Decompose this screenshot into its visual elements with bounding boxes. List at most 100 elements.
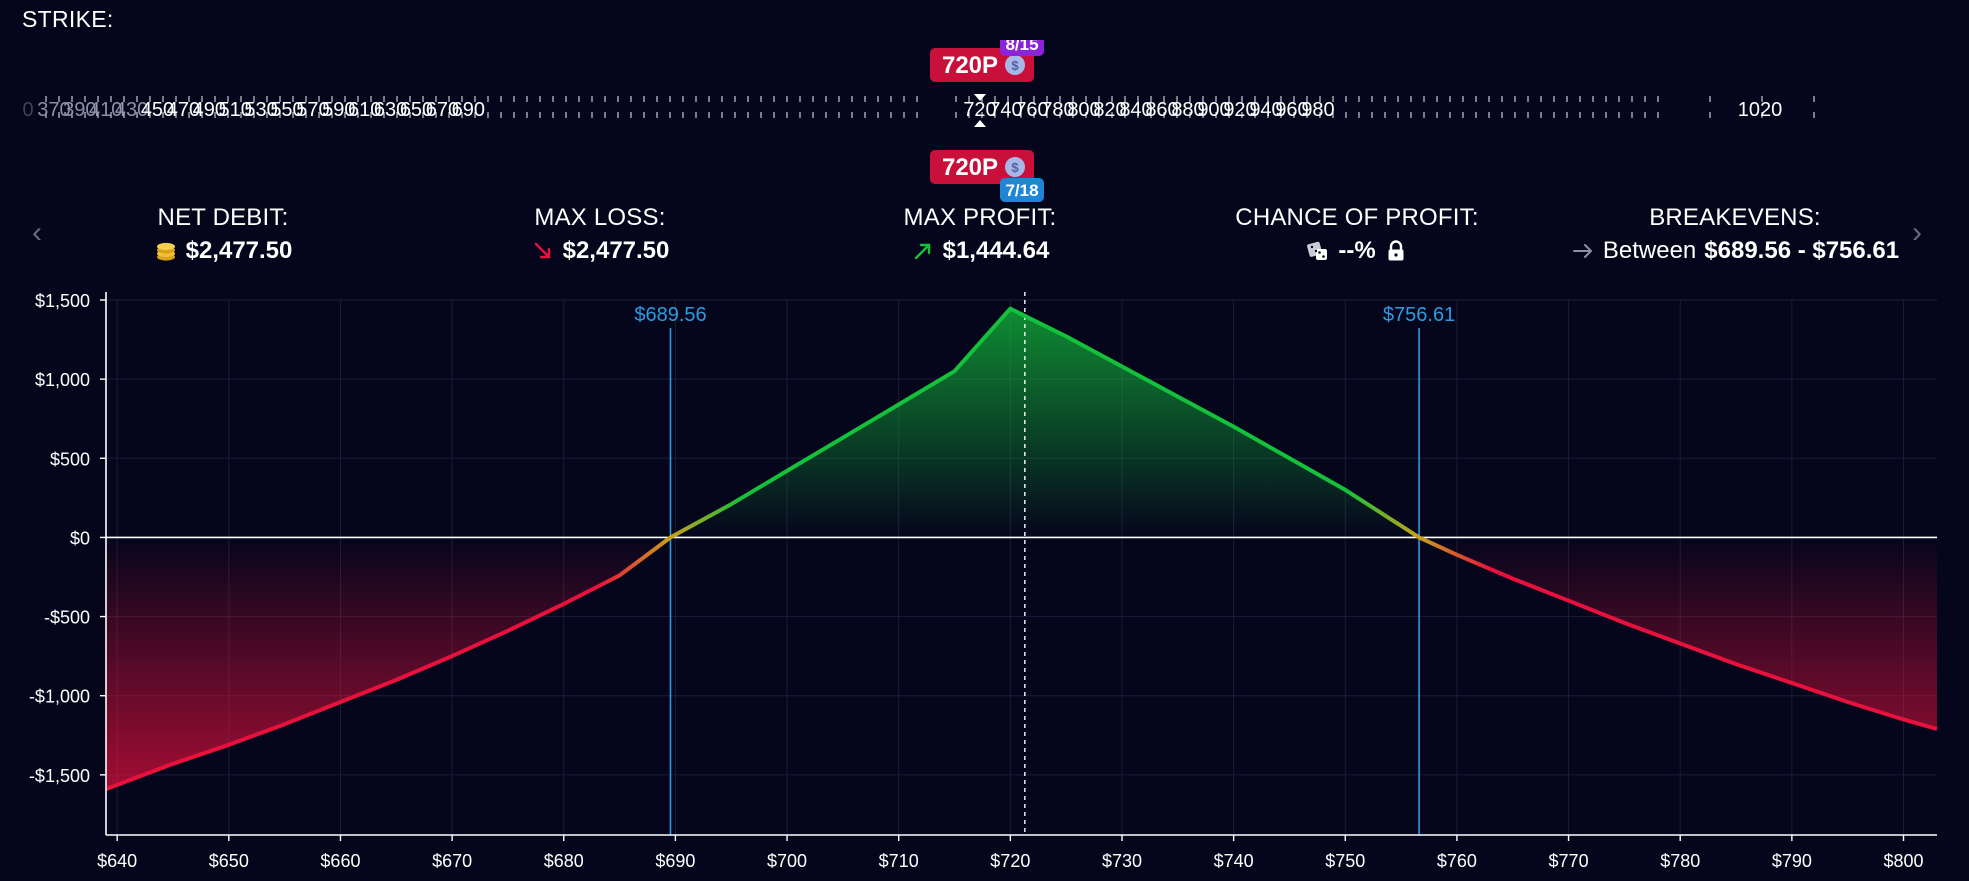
y-tick-label: $0	[70, 528, 90, 548]
max-loss-label: MAX LOSS:	[534, 204, 666, 231]
strike-badge-bottom[interactable]: 720P $7/18	[930, 150, 1044, 202]
y-tick-label: $500	[50, 449, 90, 469]
dollar-coin-glyph: $	[1011, 58, 1019, 73]
strike-title: STRIKE:	[22, 6, 114, 32]
x-tick-label: $670	[432, 851, 472, 871]
x-tick-label: $660	[320, 851, 360, 871]
strike-label[interactable]: 590	[322, 99, 355, 121]
strike-label[interactable]: 430	[115, 99, 148, 121]
arrow-up-right-icon	[914, 243, 930, 260]
max-loss-value: $2,477.50	[562, 237, 670, 264]
strike-label[interactable]: 670	[426, 99, 459, 121]
strike-label[interactable]: 800	[1067, 99, 1100, 121]
x-tick-label: $690	[655, 851, 695, 871]
strike-label[interactable]: 390	[63, 99, 96, 121]
chance-of-profit-label: CHANCE OF PROFIT:	[1235, 204, 1479, 231]
prev-arrow-button[interactable]: ‹	[32, 216, 42, 249]
chance-of-profit-stat: CHANCE OF PROFIT: --%	[1177, 204, 1537, 265]
strike-label[interactable]: 550	[270, 99, 303, 121]
breakeven-label: $756.61	[1383, 304, 1455, 326]
max-profit-value: $1,444.64	[942, 237, 1050, 264]
strike-label[interactable]: 720	[963, 99, 996, 121]
strike-label[interactable]: 0	[22, 99, 33, 121]
max-profit-label: MAX PROFIT:	[903, 204, 1057, 231]
strike-label[interactable]: 880	[1171, 99, 1204, 121]
strike-label[interactable]: 980	[1301, 99, 1334, 121]
strike-badge-top-label: 720P	[942, 52, 998, 79]
x-tick-label: $770	[1549, 851, 1589, 871]
strike-selector[interactable]: 0 370390410430450470490510530550570590610…	[0, 40, 1969, 210]
y-tick-label: -$1,000	[29, 687, 90, 707]
y-tick-label: -$500	[44, 608, 90, 628]
strike-label[interactable]: 780	[1041, 99, 1074, 121]
pnl-line	[105, 306, 1938, 791]
strike-label[interactable]: 610	[348, 99, 381, 121]
strike-badge-bottom-bg	[930, 150, 1034, 184]
strike-badge-top[interactable]: 720P $8/15	[930, 40, 1044, 82]
strike-badge-top-bg	[930, 48, 1034, 82]
strike-badge-top-date: 8/15	[1005, 40, 1038, 54]
max-profit-stat: MAX PROFIT: $1,444.64	[800, 204, 1160, 265]
strike-label[interactable]: 470	[167, 99, 200, 121]
x-tick-label: $790	[1772, 851, 1812, 871]
loss-area	[106, 537, 1937, 790]
breakevens-value: $689.56 - $756.61	[1704, 237, 1900, 264]
strike-label[interactable]: 690	[452, 99, 485, 121]
strike-label[interactable]: 630	[374, 99, 407, 121]
selected-strike-marker	[974, 120, 986, 127]
x-tick-label: $680	[544, 851, 584, 871]
strike-label[interactable]: 650	[400, 99, 433, 121]
dice-icon	[1307, 241, 1328, 260]
strike-badge-top-date-bg	[1000, 40, 1044, 56]
strike-label[interactable]: 840	[1119, 99, 1152, 121]
net-debit-stat: NET DEBIT: $2,477.50	[43, 204, 403, 265]
strike-label[interactable]: 410	[89, 99, 122, 121]
strike-label[interactable]: 960	[1275, 99, 1308, 121]
x-tick-label: $730	[1102, 851, 1142, 871]
max-loss-stat: MAX LOSS: $2,477.50	[420, 204, 780, 265]
net-debit-label: NET DEBIT:	[157, 204, 289, 231]
strike-label[interactable]: 900	[1197, 99, 1230, 121]
y-tick-label: $1,000	[35, 370, 90, 390]
selected-strike-marker	[974, 94, 986, 101]
strike-label[interactable]: 1020	[1738, 99, 1783, 121]
breakevens-stat: BREAKEVENS: Between $689.56 - $756.61	[1555, 204, 1915, 265]
x-tick-label: $700	[767, 851, 807, 871]
strike-label[interactable]: 510	[219, 99, 252, 121]
strike-label[interactable]: 490	[193, 99, 226, 121]
x-tick-label: $740	[1214, 851, 1254, 871]
strike-label[interactable]: 530	[244, 99, 277, 121]
net-debit-value: $2,477.50	[185, 237, 293, 264]
y-tick-label: $1,500	[35, 291, 90, 311]
dollar-coin-icon	[1005, 55, 1025, 75]
breakevens-label: BREAKEVENS:	[1649, 204, 1821, 231]
strike-badge-bottom-label: 720P	[942, 154, 998, 181]
strike-label[interactable]: 940	[1249, 99, 1282, 121]
x-tick-label: $650	[209, 851, 249, 871]
strike-label[interactable]: 450	[141, 99, 174, 121]
x-tick-label: $710	[879, 851, 919, 871]
lock-icon[interactable]	[1384, 239, 1408, 263]
strike-label[interactable]: 760	[1015, 99, 1048, 121]
dollar-coin-icon	[1005, 157, 1025, 177]
coins-icon	[156, 242, 175, 261]
strike-label[interactable]: 860	[1145, 99, 1178, 121]
strike-label[interactable]: 820	[1093, 99, 1126, 121]
strike-badge-bottom-date-bg	[1000, 178, 1044, 202]
strike-label[interactable]: 740	[989, 99, 1022, 121]
arrow-right-icon	[1572, 244, 1593, 258]
next-arrow-button[interactable]: ›	[1912, 216, 1922, 249]
y-tick-label: -$1,500	[29, 766, 90, 786]
strike-label[interactable]: 370	[37, 99, 70, 121]
x-tick-label: $780	[1660, 851, 1700, 871]
strike-badge-bottom-date: 7/18	[1005, 181, 1038, 200]
strike-label[interactable]: 920	[1223, 99, 1256, 121]
pnl-chart[interactable]: $689.56 $756.61 $1,500 $1,000 $500 $0 -$500 -$1…	[0, 290, 1969, 881]
breakeven-label: $689.56	[634, 304, 706, 326]
x-tick-label: $750	[1325, 851, 1365, 871]
breakevens-prefix: Between	[1602, 237, 1697, 264]
x-tick-label: $760	[1437, 851, 1477, 871]
x-tick-label: $640	[97, 851, 137, 871]
x-tick-label: $720	[990, 851, 1030, 871]
strike-label[interactable]: 570	[296, 99, 329, 121]
